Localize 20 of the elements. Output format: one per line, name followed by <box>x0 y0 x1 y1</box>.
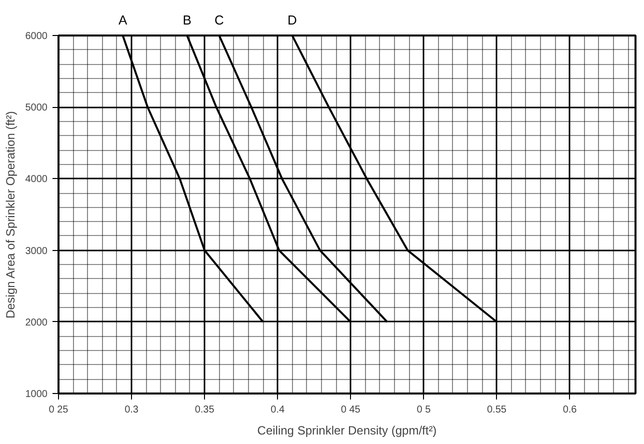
series-label: C <box>214 12 224 28</box>
x-tick-label: 0.3 <box>124 404 139 416</box>
y-tick-label: 2000 <box>25 317 48 328</box>
y-tick-label: 4000 <box>25 174 48 186</box>
x-tick-label: 0.4 <box>270 404 286 416</box>
series-label: D <box>288 12 297 28</box>
y-tick-label: 6000 <box>25 31 48 42</box>
y-tick-label: 5000 <box>25 102 48 114</box>
x-axis-title: Ceiling Sprinkler Density (gpm/ft²) <box>257 424 437 438</box>
series-label: B <box>182 12 192 28</box>
x-tick-label: 0 25 <box>48 404 69 416</box>
series-label: A <box>118 12 128 28</box>
x-tick-label: 0 5 <box>416 404 432 416</box>
y-tick-label: 1000 <box>25 389 48 400</box>
x-tick-label: 0.6 <box>562 404 578 416</box>
x-tick-label: 0.55 <box>486 404 507 416</box>
y-axis-title: Design Area of Sprinkler Operation (ft²) <box>3 111 18 319</box>
x-tick-label: 0 45 <box>340 404 361 416</box>
x-tick-label: 0.35 <box>194 404 215 416</box>
y-tick-label: 3000 <box>25 246 48 257</box>
